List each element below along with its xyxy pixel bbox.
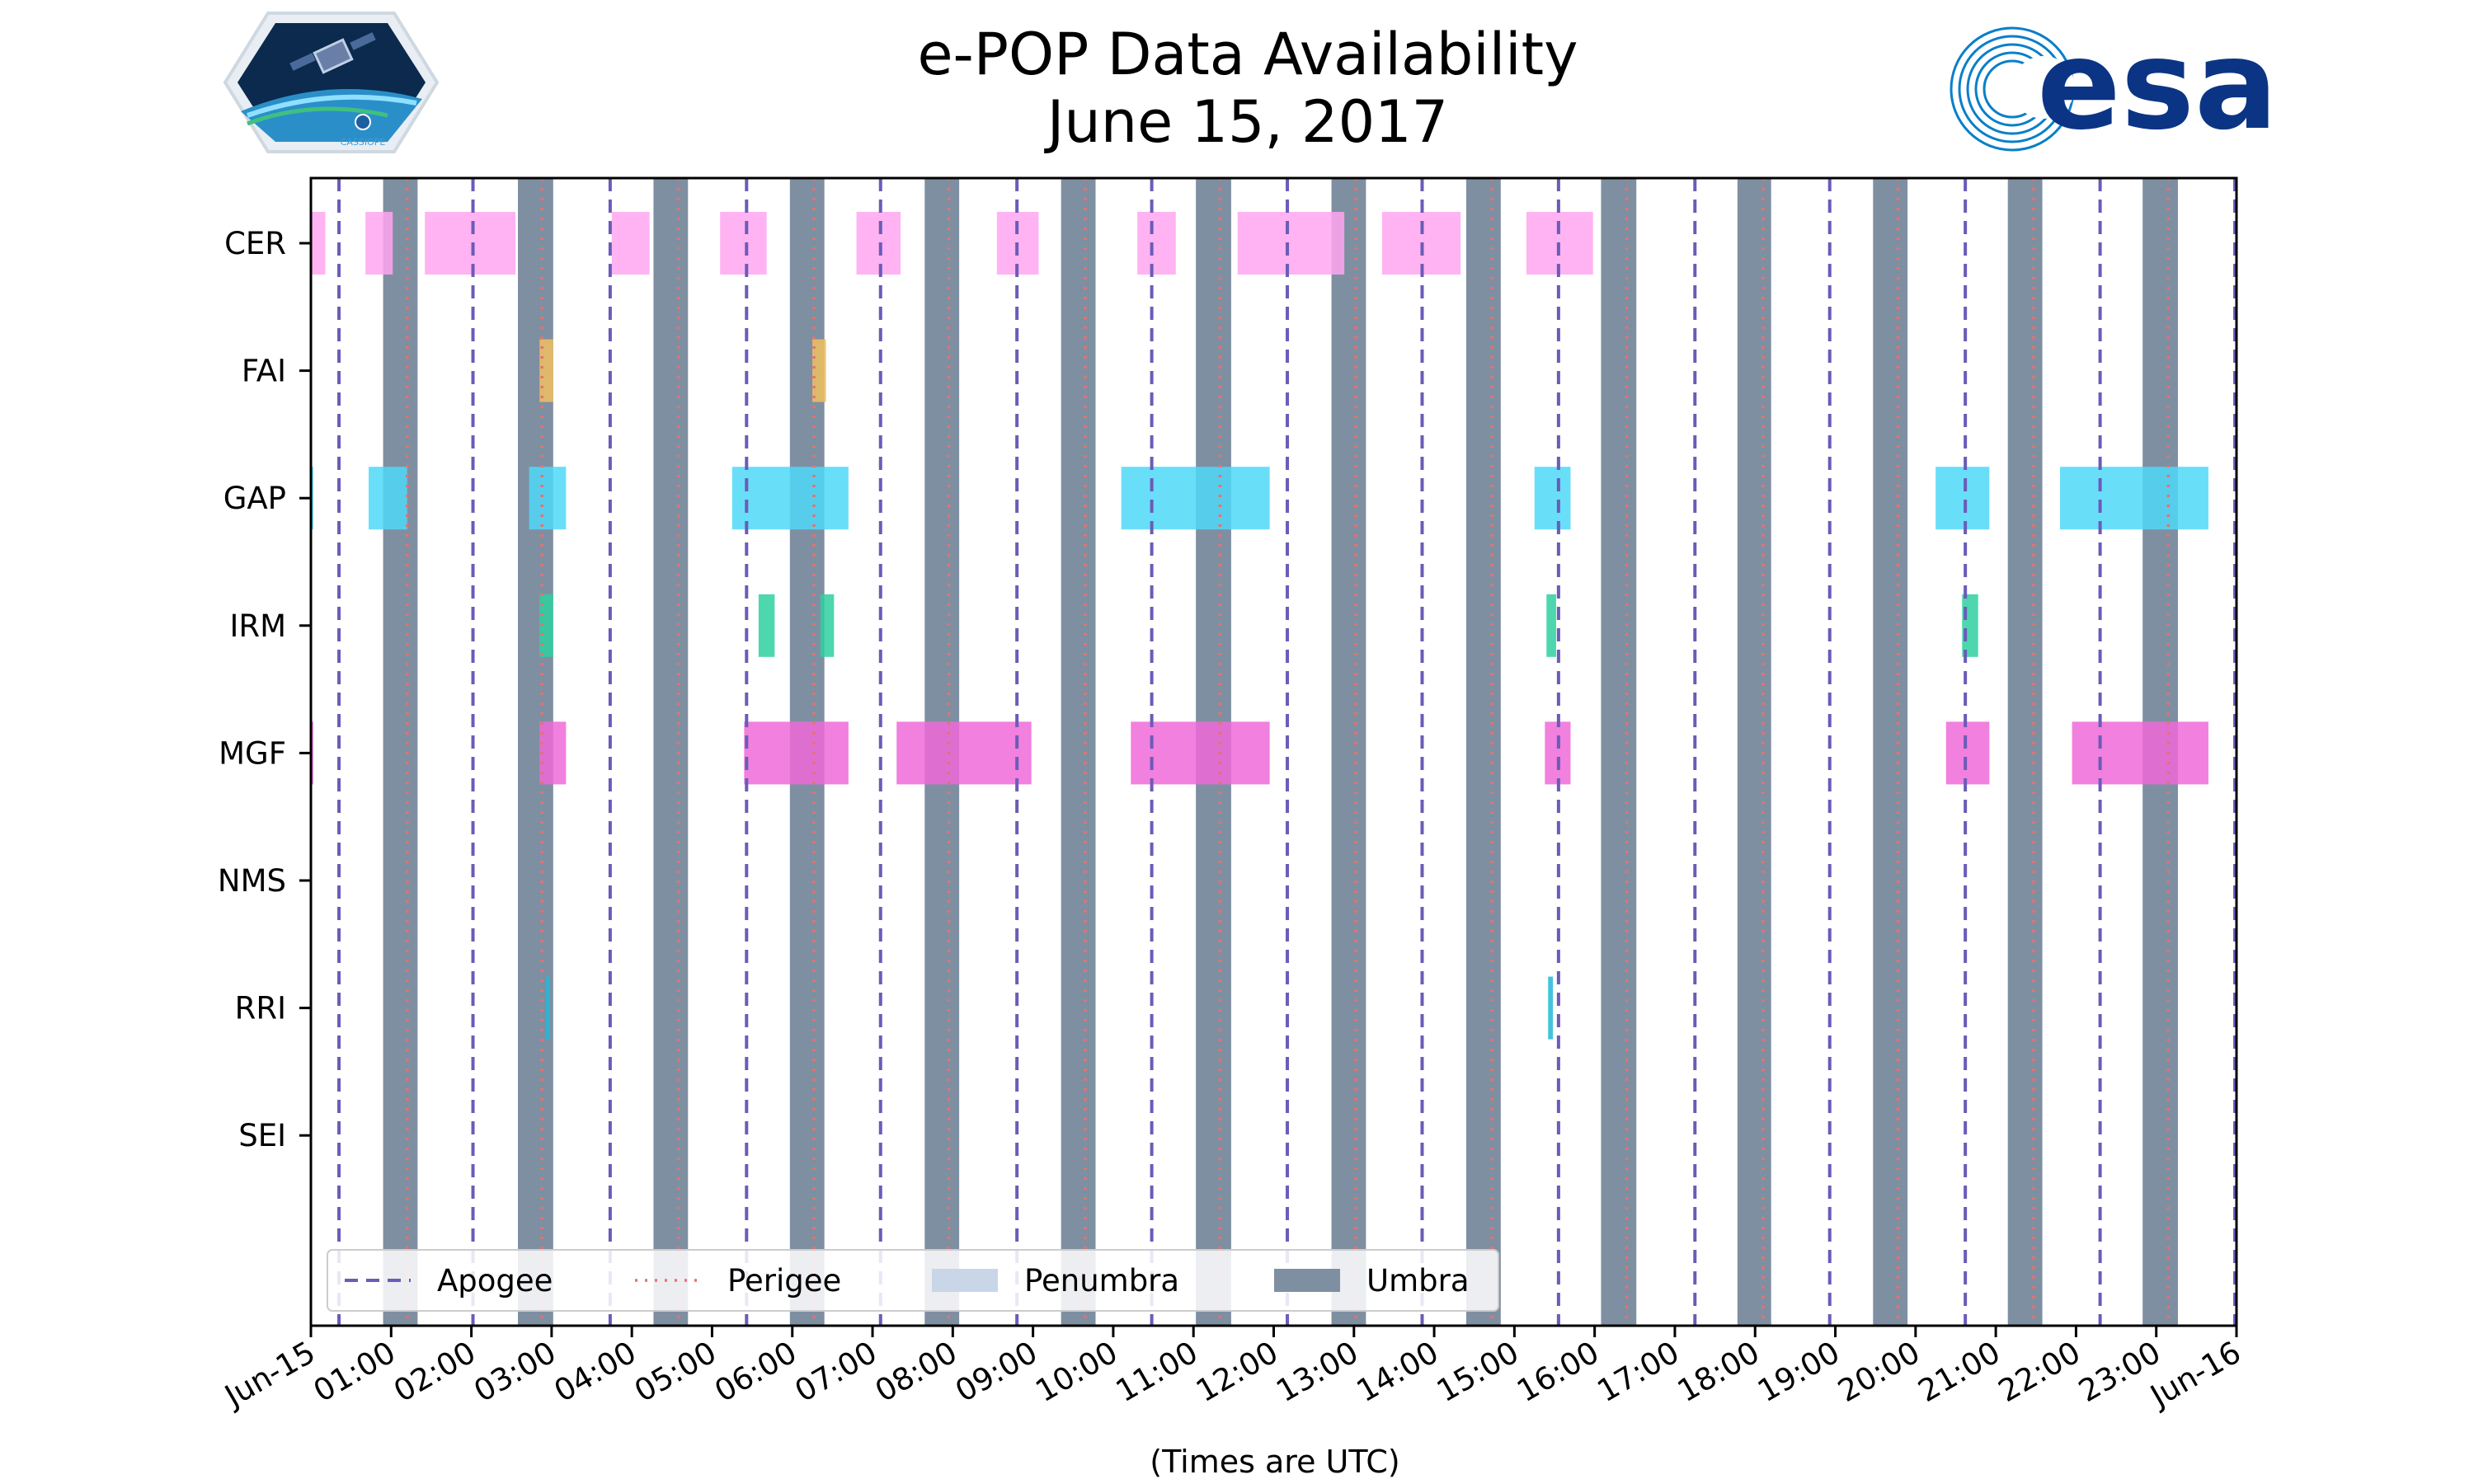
legend: Apogee Perigee Penumbra Umbra: [327, 1249, 1499, 1312]
x-tick-label: 07:00: [789, 1335, 883, 1410]
data-bar-mgf: [1945, 721, 1990, 785]
x-tick-label: 10:00: [1030, 1335, 1124, 1410]
umbra-band: [653, 178, 689, 1326]
x-tick-label: 03:00: [468, 1335, 562, 1410]
x-tick-label: Jun-15: [218, 1335, 322, 1415]
data-bar-cer: [611, 212, 650, 275]
data-bar-gap: [1534, 467, 1571, 530]
data-bar-mgf: [539, 721, 567, 785]
y-tick-label-irm: IRM: [229, 608, 286, 644]
data-bar-rri: [545, 976, 550, 1040]
x-tick-label: 08:00: [869, 1335, 963, 1410]
data-bar-mgf: [1131, 721, 1270, 785]
data-bar-cer: [311, 212, 326, 275]
x-tick-label: 12:00: [1190, 1335, 1284, 1410]
chart-subtitle: June 15, 2017: [1044, 88, 1448, 156]
data-bar-cer: [856, 212, 901, 275]
data-bar-cer: [1237, 212, 1345, 275]
esa-logo-text: esa: [2037, 14, 2278, 157]
x-tick-label: 01:00: [308, 1335, 402, 1410]
plot-area: CER FAI GAP IRM MGF NMS RRI SEI Jun-1501:0002:00…: [218, 176, 2247, 1415]
data-bar-cer: [720, 212, 767, 275]
x-tick-label: 16:00: [1511, 1335, 1605, 1410]
data-bar-irm: [539, 594, 553, 657]
legend-penumbra-swatch: [932, 1269, 998, 1292]
legend-label-apogee: Apogee: [437, 1263, 553, 1298]
data-bar-irm: [1962, 594, 1978, 657]
y-tick-label-cer: CER: [224, 226, 286, 261]
data-bar-mgf: [744, 721, 849, 785]
x-tick-label: 18:00: [1672, 1335, 1766, 1410]
x-tick-label: 19:00: [1752, 1335, 1846, 1410]
y-tick-label-gap: GAP: [223, 481, 286, 516]
x-tick-label: 17:00: [1592, 1335, 1686, 1410]
x-tick-label: 13:00: [1270, 1335, 1364, 1410]
legend-box: [327, 1249, 1499, 1312]
data-bar-mgf: [896, 721, 1032, 785]
umbra-band: [1873, 178, 1908, 1326]
legend-umbra-swatch: [1274, 1269, 1340, 1292]
x-tick-label: 05:00: [628, 1335, 722, 1410]
x-tick-label: 14:00: [1351, 1335, 1445, 1410]
y-tick-label-rri: RRI: [235, 991, 286, 1026]
x-tick-label: 21:00: [1912, 1335, 2006, 1410]
esa-logo: esa: [1950, 14, 2278, 157]
y-tick-label-nms: NMS: [218, 863, 286, 899]
data-bar-cer: [425, 212, 516, 275]
umbra-band: [2007, 178, 2043, 1326]
data-bar-gap: [369, 467, 407, 530]
x-tick-label: 15:00: [1431, 1335, 1525, 1410]
data-bar-rri: [1548, 976, 1554, 1040]
x-axis-label: (Times are UTC): [1150, 1444, 1399, 1480]
x-tick-label: 20:00: [1832, 1335, 1926, 1410]
x-tick-label: 22:00: [1992, 1335, 2086, 1410]
data-bar-fai: [812, 339, 826, 402]
data-bar-gap: [1121, 467, 1270, 530]
x-tick-label: Jun-16: [2143, 1335, 2247, 1415]
data-bar-irm: [1546, 594, 1556, 657]
x-tick-label: 04:00: [548, 1335, 642, 1410]
umbra-band: [1331, 178, 1366, 1326]
umbra-band: [1737, 178, 1771, 1326]
legend-label-perigee: Perigee: [727, 1263, 841, 1298]
data-bar-gap: [1935, 467, 1990, 530]
data-bar-gap: [2059, 467, 2208, 530]
x-tick-label: 02:00: [388, 1335, 482, 1410]
cassiope-logo: CASSIOPE: [223, 12, 440, 153]
y-tick-label-fai: FAI: [242, 354, 286, 389]
umbra-band: [1601, 178, 1637, 1326]
umbra-band: [1466, 178, 1501, 1326]
x-tick-label: 11:00: [1110, 1335, 1204, 1410]
umbra-band: [1061, 178, 1096, 1326]
legend-label-umbra: Umbra: [1366, 1263, 1470, 1298]
y-tick-label-mgf: MGF: [219, 735, 286, 771]
legend-label-penumbra: Penumbra: [1024, 1263, 1179, 1298]
cassiope-logo-text: CASSIOPE: [341, 137, 386, 148]
chart-title: e-POP Data Availability: [917, 21, 1578, 88]
data-bar-mgf: [1545, 721, 1571, 785]
x-tick-label: 09:00: [949, 1335, 1043, 1410]
umbra-band: [383, 178, 418, 1326]
data-bar-cer: [365, 212, 393, 275]
x-tick-label: 06:00: [708, 1335, 802, 1410]
data-bar-gap: [529, 467, 567, 530]
data-bar-cer: [1137, 212, 1176, 275]
data-bar-gap: [731, 467, 849, 530]
data-bar-irm: [758, 594, 775, 657]
data-bar-mgf: [2072, 721, 2208, 785]
y-tick-label-sei: SEI: [238, 1118, 286, 1153]
data-bar-irm: [820, 594, 835, 657]
